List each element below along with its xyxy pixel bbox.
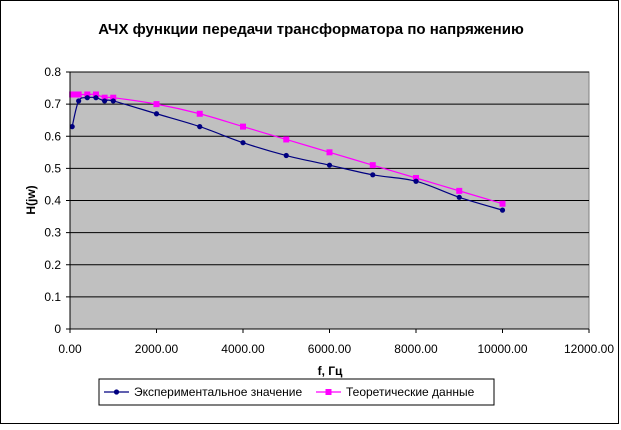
data-point <box>75 91 82 98</box>
x-tick-label: 8000.00 <box>394 342 438 356</box>
x-tick-label: 10000.00 <box>477 342 527 356</box>
x-tick-label: 6000.00 <box>308 342 352 356</box>
legend-box <box>98 378 495 406</box>
data-point <box>499 207 506 213</box>
legend-marker <box>325 389 332 395</box>
data-point <box>369 162 376 169</box>
x-tick-label: 0.00 <box>58 342 82 356</box>
x-tick-labels: 0.00 2000.00 4000.00 6000.00 8000.00 10000.00… <box>58 329 614 356</box>
data-point <box>413 175 419 182</box>
legend: Экспериментальное значение Теоретические … <box>98 378 495 406</box>
data-point <box>110 94 117 101</box>
y-tick-label: 0.7 <box>44 97 61 111</box>
y-tick-label: 0.8 <box>44 65 61 79</box>
data-point <box>499 200 506 207</box>
data-point <box>197 124 203 130</box>
data-point <box>93 95 99 101</box>
data-point <box>102 98 108 104</box>
data-point <box>196 110 203 117</box>
data-point <box>76 98 82 104</box>
y-tick-label: 0.2 <box>44 258 61 272</box>
x-tick-label: 4000.00 <box>221 342 265 356</box>
chart-title: АЧХ функции передачи трансформатора по н… <box>98 21 524 38</box>
data-point <box>413 178 419 184</box>
data-point <box>153 101 160 108</box>
x-tick-label: 2000.00 <box>135 342 179 356</box>
data-point <box>153 111 160 117</box>
data-point <box>326 162 333 168</box>
data-point <box>283 152 289 159</box>
y-axis-label: H(jw) <box>24 185 38 214</box>
data-point <box>92 91 99 98</box>
y-tick-label: 0.5 <box>44 161 61 175</box>
data-point <box>84 91 91 98</box>
data-point <box>69 124 75 130</box>
y-tick-label: 0 <box>54 322 61 336</box>
legend-entries: Экспериментальное значение Теоретические … <box>104 385 475 399</box>
y-tick-label: 0.6 <box>44 129 61 143</box>
data-point <box>240 123 246 130</box>
data-point <box>326 149 333 156</box>
data-point <box>71 91 78 98</box>
x-tick-label: 12000.00 <box>564 342 614 356</box>
gridlines <box>70 71 589 298</box>
series-layer <box>69 91 506 213</box>
x-axis-label: f, Гц <box>318 364 343 378</box>
series-line <box>72 93 503 205</box>
data-point <box>84 95 90 101</box>
data-point <box>456 187 463 194</box>
y-tick-labels: 0 0.1 0.2 0.3 0.4 0.5 0.6 0.7 0.8 <box>44 65 70 336</box>
data-point <box>101 94 108 101</box>
y-tick-label: 0.4 <box>44 194 61 208</box>
data-point <box>456 194 462 200</box>
y-tick-label: 0.1 <box>44 290 61 304</box>
data-point <box>283 136 290 143</box>
data-point <box>110 98 116 104</box>
legend-label: Теоретические данные <box>346 385 475 399</box>
y-tick-label: 0.3 <box>44 226 61 240</box>
data-point <box>240 140 246 146</box>
legend-marker <box>113 389 120 395</box>
legend-label: Экспериментальное значение <box>134 385 303 399</box>
data-point <box>370 172 376 178</box>
